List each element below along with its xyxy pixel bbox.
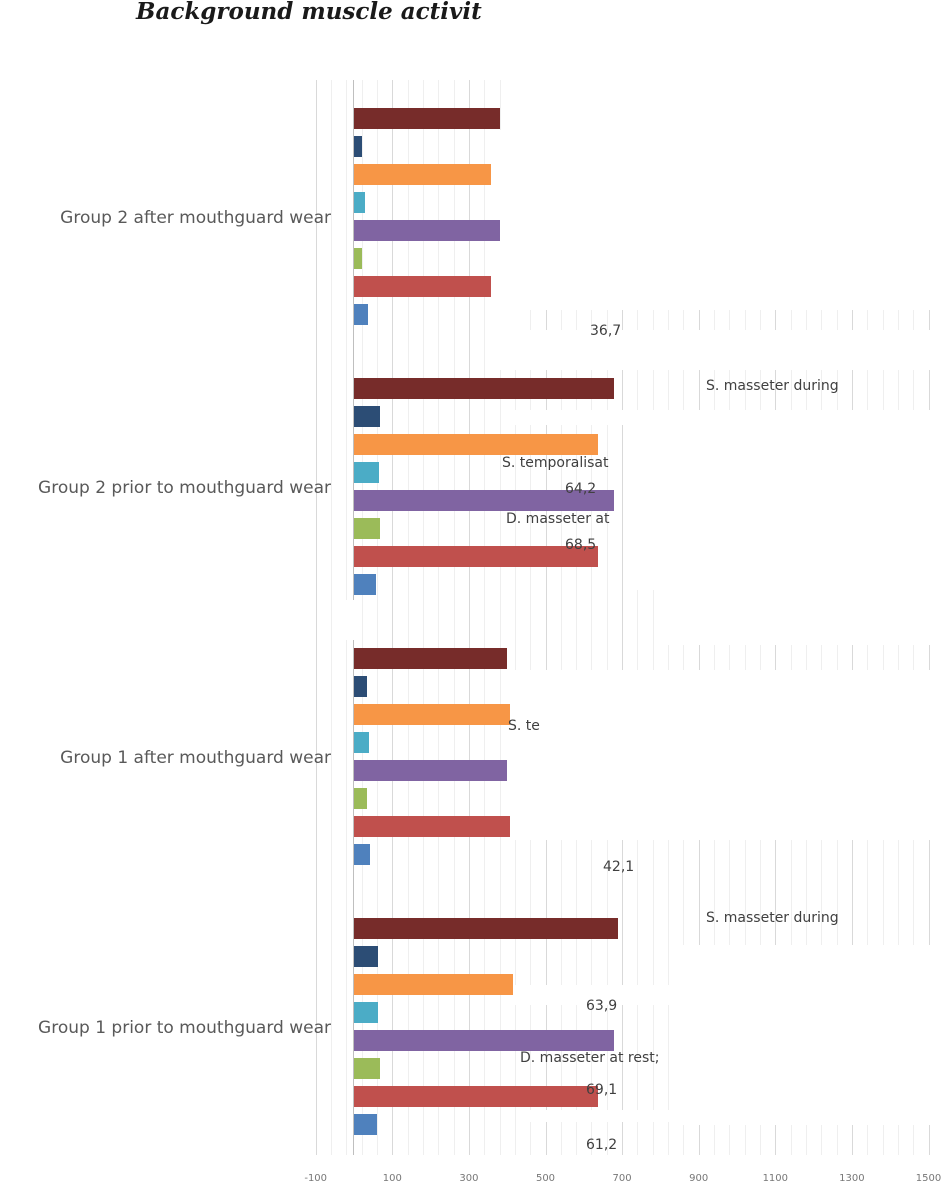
bar <box>354 1030 615 1051</box>
bar <box>354 276 492 297</box>
bar <box>354 220 502 241</box>
bar <box>354 816 513 837</box>
bar <box>354 676 368 697</box>
data-label: S. temporalisat <box>502 455 609 471</box>
x-tick-label: 1500 <box>915 1173 942 1184</box>
data-label: 36,7 <box>590 323 622 339</box>
x-tick-label: -100 <box>304 1173 328 1184</box>
minor-gridline <box>361 80 363 1155</box>
bar <box>354 248 363 269</box>
x-tick-label: 1300 <box>839 1173 865 1184</box>
minor-gridline <box>576 80 578 1155</box>
white-mask <box>500 330 940 370</box>
bar <box>354 1058 381 1079</box>
data-label: 69,1 <box>586 1082 618 1098</box>
data-label: D. masseter at rest; <box>520 1050 660 1066</box>
data-label: S. masseter during <box>706 378 839 394</box>
major-gridline <box>315 80 317 1155</box>
minor-gridline <box>499 80 501 1155</box>
bar <box>354 974 513 995</box>
bar <box>354 844 371 865</box>
x-tick-label: 100 <box>382 1173 402 1184</box>
bar <box>354 732 369 753</box>
bar <box>354 164 492 185</box>
minor-gridline <box>376 80 378 1155</box>
minor-gridline <box>591 80 593 1155</box>
data-label: S. te <box>508 718 540 734</box>
white-mask <box>500 130 520 330</box>
x-tick-label: 900 <box>689 1173 709 1184</box>
bar <box>354 490 615 511</box>
category-label: Group 1 after mouthguard wear <box>60 748 331 768</box>
x-tick-label: 1100 <box>762 1173 789 1184</box>
bar <box>354 136 363 157</box>
bar <box>354 648 508 669</box>
white-mask <box>680 945 943 1125</box>
minor-gridline <box>560 80 562 1155</box>
bar <box>354 1114 378 1135</box>
minor-gridline <box>530 80 532 1155</box>
bar <box>354 1002 379 1023</box>
x-tick-label: 700 <box>612 1173 632 1184</box>
bar <box>354 406 381 427</box>
white-mask <box>625 420 943 590</box>
bar <box>354 788 368 809</box>
category-label: Group 2 prior to mouthguard wear <box>38 478 331 498</box>
bar <box>354 462 379 483</box>
bar <box>354 1086 598 1107</box>
bar <box>354 378 615 399</box>
white-mask <box>665 590 943 645</box>
minor-gridline <box>514 80 516 1155</box>
minor-gridline <box>407 80 409 1155</box>
chart-title: Background muscle activit <box>136 0 482 25</box>
major-gridline <box>468 80 470 1155</box>
bar <box>354 918 619 939</box>
minor-gridline <box>331 80 333 1155</box>
bar <box>354 192 366 213</box>
x-tick-label: 500 <box>535 1173 556 1184</box>
bar <box>354 518 381 539</box>
white-mask <box>515 985 680 1005</box>
data-label: S. masseter during <box>706 910 839 926</box>
minor-gridline <box>637 80 639 1155</box>
white-mask <box>510 670 943 840</box>
white-mask <box>345 600 355 640</box>
white-mask <box>520 1110 680 1122</box>
category-label: Group 2 after mouthguard wear <box>60 208 331 228</box>
x-tick-label: 300 <box>459 1173 479 1184</box>
bar <box>354 108 500 129</box>
bar <box>354 704 539 725</box>
bar <box>354 760 508 781</box>
data-label: 68,5 <box>565 537 597 553</box>
data-label: 61,2 <box>586 1137 618 1153</box>
white-mask <box>505 80 943 310</box>
bar <box>354 304 369 325</box>
minor-gridline <box>606 80 608 1155</box>
minor-gridline <box>422 80 424 1155</box>
bar <box>354 434 598 455</box>
bar <box>354 574 377 595</box>
minor-gridline <box>438 80 440 1155</box>
major-gridline <box>545 80 547 1155</box>
data-label: 64,2 <box>565 481 597 497</box>
minor-gridline <box>453 80 455 1155</box>
data-label: D. masseter at <box>506 511 610 527</box>
data-label: 42,1 <box>603 859 635 875</box>
data-label: 63,9 <box>586 998 618 1014</box>
major-gridline <box>622 80 624 1155</box>
bar <box>354 546 598 567</box>
minor-gridline <box>652 80 654 1155</box>
minor-gridline <box>484 80 486 1155</box>
major-gridline <box>392 80 394 1155</box>
bar <box>354 946 379 967</box>
category-label: Group 1 prior to mouthguard wear <box>38 1018 331 1038</box>
